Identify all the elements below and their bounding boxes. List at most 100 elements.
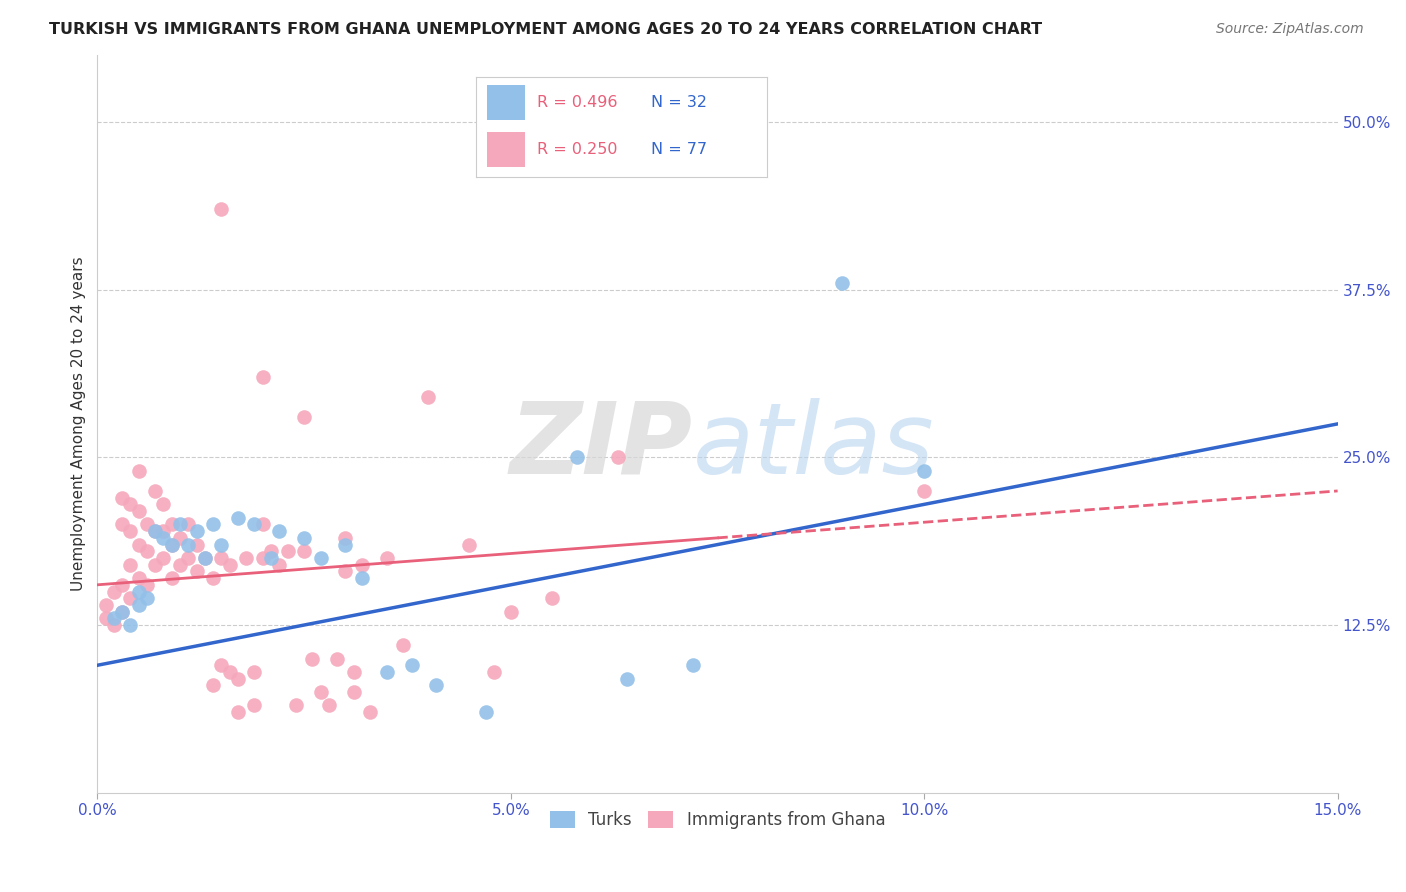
Point — [292, 410, 315, 425]
Point — [375, 551, 398, 566]
Point — [186, 565, 208, 579]
Point — [277, 544, 299, 558]
Point — [226, 705, 249, 719]
Point — [152, 524, 174, 538]
Point — [103, 611, 125, 625]
Point — [160, 538, 183, 552]
Point — [103, 584, 125, 599]
Point — [169, 517, 191, 532]
Point — [226, 672, 249, 686]
Point — [607, 450, 630, 465]
Point — [218, 558, 240, 572]
Point — [111, 491, 134, 505]
Point — [120, 618, 142, 632]
Point — [160, 538, 183, 552]
Text: Source: ZipAtlas.com: Source: ZipAtlas.com — [1216, 22, 1364, 37]
Text: atlas: atlas — [693, 398, 935, 494]
Point — [111, 578, 134, 592]
Point — [335, 531, 357, 545]
Point — [912, 483, 935, 498]
Point — [284, 698, 307, 713]
Point — [416, 390, 439, 404]
Point — [209, 658, 232, 673]
Point — [120, 497, 142, 511]
Point — [499, 605, 522, 619]
Point — [458, 538, 481, 552]
Point — [260, 544, 283, 558]
Point — [128, 584, 150, 599]
Point — [218, 665, 240, 679]
Point — [111, 517, 134, 532]
Point — [318, 698, 340, 713]
Point — [194, 551, 217, 566]
Point — [177, 551, 200, 566]
Point — [335, 538, 357, 552]
Point — [252, 551, 274, 566]
Point — [292, 531, 315, 545]
Point — [350, 571, 373, 585]
Point — [143, 558, 166, 572]
Point — [252, 517, 274, 532]
Point — [143, 524, 166, 538]
Point — [143, 483, 166, 498]
Point — [136, 544, 159, 558]
Point — [252, 370, 274, 384]
Point — [565, 450, 588, 465]
Point — [194, 551, 217, 566]
Point — [152, 531, 174, 545]
Point — [202, 517, 225, 532]
Point — [136, 578, 159, 592]
Point — [309, 685, 332, 699]
Point — [186, 538, 208, 552]
Point — [177, 517, 200, 532]
Point — [169, 558, 191, 572]
Point — [343, 685, 366, 699]
Text: ZIP: ZIP — [510, 398, 693, 494]
Point — [541, 591, 564, 606]
Point — [152, 497, 174, 511]
Point — [269, 524, 291, 538]
Point — [226, 510, 249, 524]
Point — [128, 571, 150, 585]
Point — [359, 705, 381, 719]
Point — [209, 551, 232, 566]
Point — [94, 611, 117, 625]
Point — [475, 705, 498, 719]
Point — [243, 665, 266, 679]
Point — [269, 558, 291, 572]
Point — [128, 538, 150, 552]
Point — [243, 698, 266, 713]
Point — [301, 651, 323, 665]
Point — [160, 517, 183, 532]
Legend: Turks, Immigrants from Ghana: Turks, Immigrants from Ghana — [543, 805, 891, 836]
Point — [682, 658, 704, 673]
Point — [425, 678, 447, 692]
Point — [401, 658, 423, 673]
Point — [209, 202, 232, 217]
Point — [202, 571, 225, 585]
Point — [143, 524, 166, 538]
Point — [375, 665, 398, 679]
Point — [152, 551, 174, 566]
Y-axis label: Unemployment Among Ages 20 to 24 years: Unemployment Among Ages 20 to 24 years — [72, 257, 86, 591]
Point — [616, 672, 638, 686]
Point — [209, 538, 232, 552]
Point — [120, 591, 142, 606]
Point — [128, 504, 150, 518]
Point — [111, 605, 134, 619]
Point — [831, 276, 853, 290]
Point — [912, 464, 935, 478]
Point — [392, 638, 415, 652]
Point — [326, 651, 349, 665]
Point — [343, 665, 366, 679]
Point — [243, 517, 266, 532]
Point — [120, 524, 142, 538]
Point — [177, 538, 200, 552]
Point — [335, 565, 357, 579]
Point — [160, 571, 183, 585]
Point — [120, 558, 142, 572]
Point — [484, 665, 506, 679]
Point — [136, 517, 159, 532]
Point — [292, 544, 315, 558]
Point — [103, 618, 125, 632]
